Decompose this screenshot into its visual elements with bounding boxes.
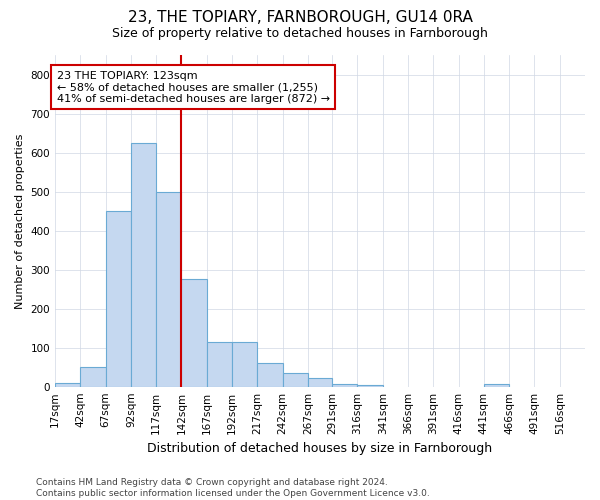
Y-axis label: Number of detached properties: Number of detached properties — [15, 133, 25, 308]
Text: Size of property relative to detached houses in Farnborough: Size of property relative to detached ho… — [112, 28, 488, 40]
Bar — [358, 384, 383, 386]
Bar — [106, 211, 131, 386]
Bar — [332, 384, 358, 386]
Bar — [283, 373, 308, 386]
Bar — [207, 342, 232, 386]
Bar — [80, 367, 106, 386]
Bar — [308, 378, 332, 386]
Bar — [484, 384, 509, 386]
Bar — [156, 192, 181, 386]
Text: 23, THE TOPIARY, FARNBOROUGH, GU14 0RA: 23, THE TOPIARY, FARNBOROUGH, GU14 0RA — [128, 10, 472, 25]
X-axis label: Distribution of detached houses by size in Farnborough: Distribution of detached houses by size … — [148, 442, 493, 455]
Text: 23 THE TOPIARY: 123sqm
← 58% of detached houses are smaller (1,255)
41% of semi-: 23 THE TOPIARY: 123sqm ← 58% of detached… — [56, 70, 329, 104]
Bar — [257, 364, 283, 386]
Text: Contains HM Land Registry data © Crown copyright and database right 2024.
Contai: Contains HM Land Registry data © Crown c… — [36, 478, 430, 498]
Bar — [55, 383, 80, 386]
Bar — [131, 143, 156, 386]
Bar — [181, 280, 207, 386]
Bar — [232, 342, 257, 386]
